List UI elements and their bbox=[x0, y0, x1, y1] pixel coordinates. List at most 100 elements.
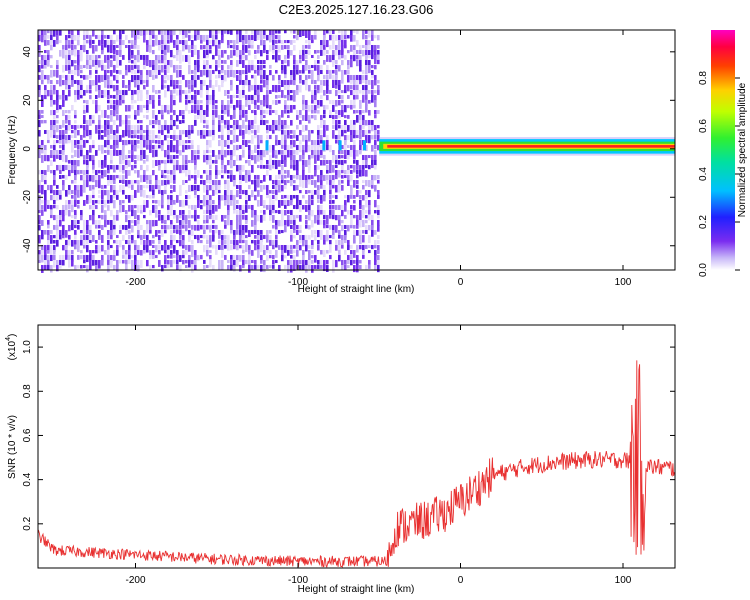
spectrogram-cell bbox=[332, 75, 335, 81]
spectrogram-cell bbox=[326, 265, 329, 272]
spectrogram-cell bbox=[329, 110, 332, 117]
spectrogram-cell bbox=[296, 265, 299, 270]
spectrogram-cell bbox=[260, 135, 263, 141]
spectrogram-cell bbox=[128, 80, 131, 87]
spectrogram-cell bbox=[239, 145, 242, 150]
spectrogram-cell bbox=[206, 200, 209, 206]
spectrogram-cell bbox=[95, 125, 98, 133]
spectrogram-cell bbox=[134, 100, 137, 104]
spectrogram-cell bbox=[68, 260, 71, 268]
spectrogram-cell bbox=[65, 50, 68, 58]
spectrogram-cell bbox=[134, 155, 137, 160]
spectrogram-cell bbox=[143, 190, 146, 198]
spectrogram-cell bbox=[305, 190, 308, 194]
spectrogram-cell bbox=[284, 170, 287, 174]
spectrogram-cell bbox=[281, 130, 284, 135]
spectrogram-cell bbox=[173, 225, 176, 230]
spectrogram-cell bbox=[224, 215, 227, 219]
spectrogram-cell bbox=[293, 260, 296, 266]
spectrogram-cell bbox=[212, 265, 215, 271]
spectrogram-cell bbox=[206, 60, 209, 66]
spectrogram-cell bbox=[203, 210, 206, 215]
spectrogram-cell bbox=[41, 55, 44, 62]
spectrogram-cell bbox=[311, 100, 314, 104]
spectrogram-cell bbox=[65, 135, 68, 142]
spectrogram-cell bbox=[173, 30, 176, 36]
spectrogram-cell bbox=[338, 140, 342, 151]
spectrogram-cell bbox=[308, 165, 311, 173]
spectrogram-cell bbox=[194, 120, 197, 126]
spectrogram-cell bbox=[143, 115, 146, 119]
spectrogram-cell bbox=[251, 45, 254, 49]
spectrogram-cell bbox=[263, 205, 266, 209]
spectrogram-cell bbox=[152, 140, 155, 144]
spectrogram-cell bbox=[335, 140, 338, 144]
spectrogram-cell bbox=[356, 130, 359, 137]
spectrogram-cell bbox=[338, 240, 341, 246]
spectrogram-cell bbox=[185, 170, 188, 177]
spectrogram-cell bbox=[104, 190, 107, 196]
spectrogram-cell bbox=[254, 65, 257, 73]
spectrogram-cell bbox=[125, 240, 128, 244]
spectrogram-cell bbox=[89, 115, 92, 120]
spectrogram-cell bbox=[359, 135, 362, 140]
spectrogram-cell bbox=[140, 225, 143, 231]
spectrogram-cell bbox=[311, 155, 314, 159]
spectrogram-cell bbox=[188, 55, 191, 63]
spectrogram-cell bbox=[38, 110, 41, 118]
spectrogram-cell bbox=[242, 110, 245, 118]
spectrogram-cell bbox=[191, 250, 194, 258]
spectrogram-cell bbox=[203, 225, 206, 233]
spectrogram-cell bbox=[257, 150, 260, 158]
spectrogram-cell bbox=[374, 130, 377, 136]
spectrogram-cell bbox=[140, 150, 143, 157]
spectrogram-cell bbox=[290, 130, 293, 134]
spectrogram-cell bbox=[140, 240, 143, 245]
spectrogram-cell bbox=[371, 90, 374, 98]
spectrogram-cell bbox=[362, 205, 365, 210]
spectrogram-cell bbox=[287, 90, 290, 97]
spectrogram-cell bbox=[44, 85, 47, 92]
spectrogram-cell bbox=[92, 50, 95, 54]
spectrogram-cell bbox=[317, 155, 320, 161]
spectrogram-cell bbox=[314, 235, 317, 241]
spectrogram-cell bbox=[83, 65, 86, 69]
spectrogram-cell bbox=[95, 200, 98, 204]
spectrogram-cell bbox=[350, 220, 353, 227]
spectrogram-cell bbox=[314, 95, 317, 102]
spectrogram-cell bbox=[149, 140, 152, 148]
spectrogram-cell bbox=[158, 165, 161, 171]
spectrogram-cell bbox=[53, 190, 56, 196]
spectrogram-cell bbox=[338, 170, 341, 178]
spectrogram-cell bbox=[122, 205, 125, 213]
spectrogram-cell bbox=[266, 170, 269, 176]
spectrogram-cell bbox=[212, 205, 215, 212]
spectrogram-cell bbox=[284, 105, 287, 110]
spectrogram-cell bbox=[128, 185, 131, 189]
spectrogram-cell bbox=[98, 215, 101, 219]
spectrogram-cell bbox=[356, 190, 359, 197]
spectrogram-cell bbox=[236, 75, 239, 81]
spectrogram-cell bbox=[143, 130, 146, 134]
spectrogram-cell bbox=[320, 70, 323, 75]
spectrogram-cell bbox=[332, 50, 335, 57]
spectrogram-cell bbox=[218, 155, 221, 160]
spectrogram-cell bbox=[116, 90, 119, 97]
spectrogram-cell bbox=[131, 90, 134, 96]
spectrogram-cell bbox=[71, 220, 74, 226]
spectrogram-cell bbox=[77, 80, 80, 86]
spectrogram-cell bbox=[365, 130, 368, 136]
spectrogram-cell bbox=[152, 85, 155, 93]
spectrogram-cell bbox=[323, 75, 326, 80]
spectrogram-cell bbox=[218, 85, 221, 92]
spectrogram-cell bbox=[314, 105, 317, 111]
spectrogram-cell bbox=[335, 205, 338, 210]
spectrogram-cell bbox=[326, 260, 329, 265]
spectrogram-cell bbox=[365, 220, 368, 224]
spectrogram-cell bbox=[98, 245, 101, 253]
spectrogram-cell bbox=[275, 95, 278, 99]
spectrogram-cell bbox=[215, 65, 218, 72]
spectrogram-cell bbox=[290, 70, 293, 78]
spectrogram-cell bbox=[110, 70, 113, 77]
